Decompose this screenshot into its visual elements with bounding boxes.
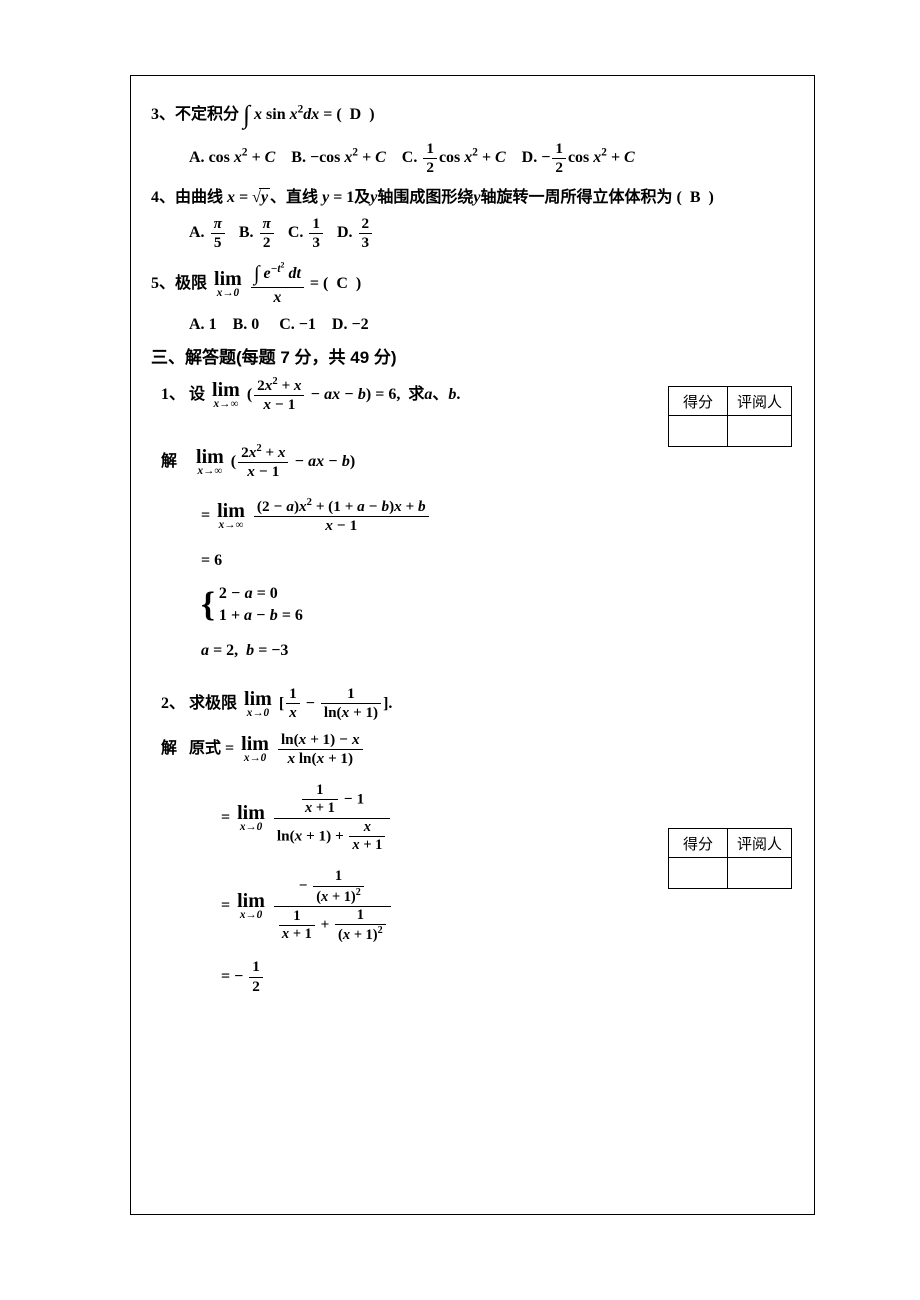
- solution-1-step2: = 6: [151, 548, 794, 574]
- q5-choices: A. 1 B. 0 C. −1 D. −2: [151, 312, 794, 338]
- solution-2-problem: 2、 求极限 limx→0 [1x − 1ln(x + 1)].: [151, 685, 794, 722]
- q3-close: ): [369, 106, 374, 123]
- q3-C-label: C.: [402, 149, 418, 166]
- exam-page: 3、不定积分 ∫ x sin x2dx = ( D ) A. cos x2 + …: [130, 75, 815, 1215]
- solution-1-step0: 解 limx→∞ (2x2 + xx − 1 − ax − b): [151, 443, 794, 482]
- q3-D-label: D.: [522, 149, 538, 166]
- q3-B-label: B.: [291, 149, 306, 166]
- q3-eq: = (: [323, 106, 341, 123]
- integral-sign: ∫: [243, 95, 250, 136]
- q3-A-label: A.: [189, 149, 205, 166]
- solution-1-step1: = limx→∞ (2 − a)x2 + (1 + a − b)x + bx −…: [151, 497, 794, 536]
- q3-integrand: x sin x2dx: [254, 106, 319, 123]
- solution-2-step2: = limx→0 1x + 1 − 1 ln(x + 1) + xx + 1: [151, 782, 794, 854]
- q3-choices: A. cos x2 + C B. −cos x2 + C C. 12cos x2…: [151, 140, 794, 177]
- question-5: 5、极限 limx→0 ∫ e−t2 dt x = ( C ): [151, 260, 794, 307]
- solution-1-result: a = 2, b = −3: [151, 638, 794, 664]
- q4-choices: A. π5 B. π2 C. 13 D. 23: [151, 215, 794, 252]
- question-3: 3、不定积分 ∫ x sin x2dx = ( D ): [151, 95, 794, 136]
- q3-number: 3: [151, 106, 159, 123]
- solution-2-result: = − 12: [151, 958, 794, 995]
- q5-answer: C: [336, 275, 348, 292]
- q4-answer: B: [690, 189, 701, 206]
- question-4: 4、由曲线 x = y、直线 y = 1及y轴围成图形绕y轴旋转一周所得立体体积…: [151, 185, 794, 211]
- section-3-header: 三、解答题(每题 7 分，共 49 分): [151, 343, 794, 368]
- q3-answer: D: [350, 106, 362, 123]
- q3-label: 不定积分: [175, 106, 239, 123]
- solution-1-problem: 1、 设 limx→∞ (2x2 + xx − 1 − ax − b) = 6,…: [151, 376, 794, 415]
- solution-1-system: { 2 − a = 0 1 + a − b = 6: [151, 577, 794, 633]
- solution-2-step1: 解 原式 = limx→0 ln(x + 1) − xx ln(x + 1): [151, 731, 794, 768]
- solution-2-step3: = limx→0 − 1(x + 1)2 1x + 1 + 1(x + 1)2: [151, 868, 794, 944]
